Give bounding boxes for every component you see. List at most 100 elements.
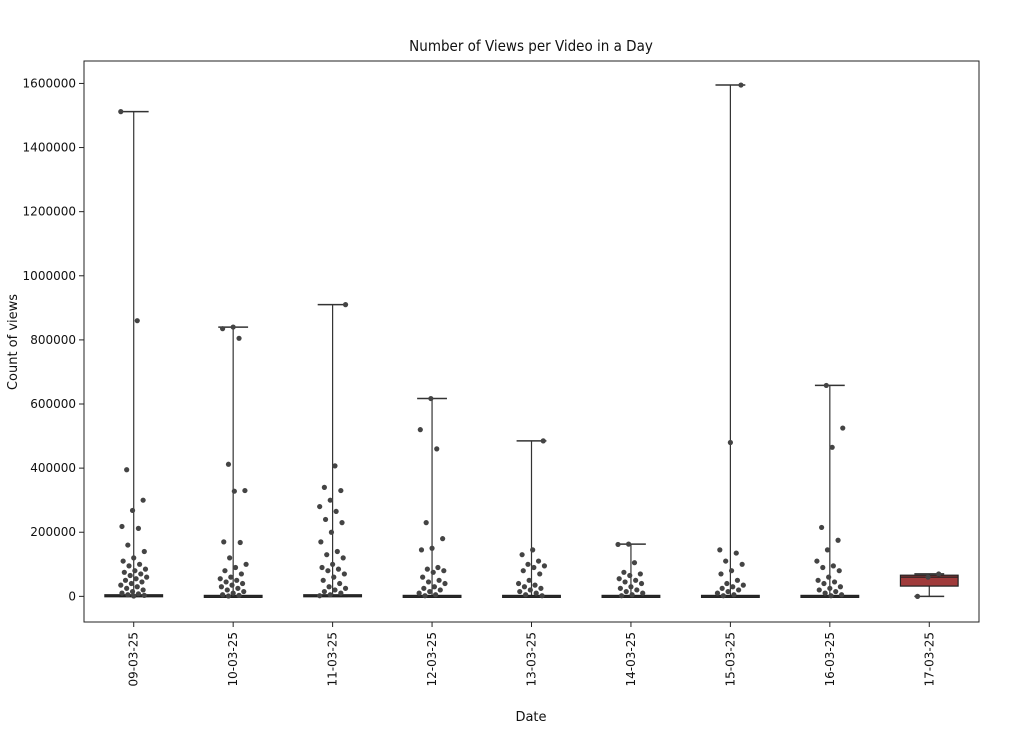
data-point bbox=[417, 427, 423, 433]
x-tick-label: 13-03-25 bbox=[525, 632, 539, 686]
data-point bbox=[144, 574, 150, 580]
points-11-03-25 bbox=[317, 302, 349, 599]
data-point bbox=[120, 558, 126, 564]
data-point bbox=[815, 577, 821, 583]
data-point bbox=[138, 571, 144, 577]
data-point bbox=[425, 579, 432, 585]
data-point bbox=[236, 335, 242, 341]
data-point bbox=[615, 541, 621, 548]
points-12-03-25 bbox=[416, 395, 448, 599]
data-point bbox=[118, 582, 124, 588]
data-point bbox=[719, 585, 725, 591]
data-point bbox=[133, 576, 139, 582]
data-point bbox=[418, 547, 425, 553]
data-point bbox=[530, 547, 536, 553]
data-point bbox=[733, 550, 739, 556]
data-point bbox=[416, 590, 422, 596]
points-13-03-25 bbox=[515, 438, 548, 599]
data-point bbox=[429, 545, 435, 551]
data-point bbox=[341, 571, 347, 577]
data-point bbox=[227, 555, 233, 561]
data-point bbox=[436, 577, 442, 583]
data-point bbox=[527, 587, 533, 593]
points-10-03-25 bbox=[217, 324, 249, 599]
data-point bbox=[814, 558, 820, 564]
data-point bbox=[629, 592, 635, 598]
data-point bbox=[420, 574, 426, 580]
box-09-03-25 bbox=[104, 110, 164, 598]
data-point bbox=[242, 487, 248, 494]
points-14-03-25 bbox=[615, 541, 646, 599]
data-point bbox=[326, 584, 332, 590]
data-point bbox=[523, 592, 529, 598]
data-point bbox=[340, 555, 346, 561]
box-15-03-25 bbox=[700, 84, 760, 598]
data-point bbox=[230, 324, 236, 330]
data-point bbox=[431, 584, 438, 590]
data-point bbox=[739, 561, 745, 567]
data-point bbox=[633, 577, 639, 583]
data-point bbox=[835, 537, 841, 543]
data-point bbox=[228, 574, 234, 580]
data-point bbox=[823, 382, 829, 389]
data-point bbox=[334, 548, 340, 555]
data-point bbox=[235, 585, 241, 591]
data-point bbox=[324, 552, 330, 558]
data-point bbox=[724, 580, 730, 587]
data-point bbox=[442, 580, 448, 587]
data-point bbox=[338, 590, 344, 596]
data-point bbox=[727, 439, 733, 446]
data-point bbox=[428, 395, 434, 402]
data-point bbox=[830, 563, 836, 569]
data-point bbox=[427, 588, 433, 595]
data-point bbox=[221, 539, 227, 545]
x-tick-label: 09-03-25 bbox=[127, 632, 141, 686]
data-point bbox=[640, 590, 646, 596]
box-14-03-25 bbox=[601, 543, 661, 598]
points-09-03-25 bbox=[118, 109, 150, 599]
data-point bbox=[838, 592, 845, 598]
x-tick-label: 14-03-25 bbox=[624, 632, 638, 686]
data-point bbox=[618, 593, 625, 599]
data-point bbox=[135, 525, 142, 531]
y-tick-label: 800000 bbox=[30, 333, 76, 347]
data-point bbox=[241, 588, 247, 595]
data-point bbox=[423, 520, 429, 526]
data-point bbox=[831, 579, 838, 585]
x-tick-label: 17-03-25 bbox=[922, 632, 936, 686]
data-point bbox=[515, 580, 522, 587]
x-tick-label: 15-03-25 bbox=[723, 632, 737, 686]
data-point bbox=[829, 444, 835, 450]
data-point bbox=[627, 572, 633, 579]
y-tick-label: 200000 bbox=[30, 525, 76, 539]
data-point bbox=[538, 585, 544, 591]
x-tick-label: 11-03-25 bbox=[326, 632, 340, 686]
data-point bbox=[231, 488, 237, 494]
box-16-03-25 bbox=[800, 384, 860, 598]
data-point bbox=[339, 520, 345, 526]
data-point bbox=[833, 588, 839, 595]
y-tick-label: 0 bbox=[68, 589, 76, 603]
data-point bbox=[521, 584, 528, 590]
data-point bbox=[318, 539, 324, 545]
data-point bbox=[217, 576, 223, 582]
data-point bbox=[622, 579, 628, 585]
data-point bbox=[327, 497, 333, 503]
data-point bbox=[837, 584, 844, 590]
data-point bbox=[140, 587, 146, 593]
data-point bbox=[321, 588, 327, 595]
data-point bbox=[141, 592, 147, 598]
x-axis: 09-03-25 10-03-25 11-03-25 12-03-25 13-03-25… bbox=[127, 622, 936, 686]
data-point bbox=[532, 582, 538, 588]
y-tick-label: 400000 bbox=[30, 461, 76, 475]
data-point bbox=[322, 516, 329, 523]
box-10-03-25 bbox=[203, 326, 263, 598]
data-point bbox=[816, 587, 822, 593]
y-tick-label: 600000 bbox=[30, 397, 76, 411]
data-point bbox=[119, 523, 125, 530]
data-point bbox=[734, 577, 741, 583]
data-point bbox=[738, 82, 744, 88]
data-point bbox=[238, 571, 244, 577]
data-point bbox=[134, 318, 140, 324]
